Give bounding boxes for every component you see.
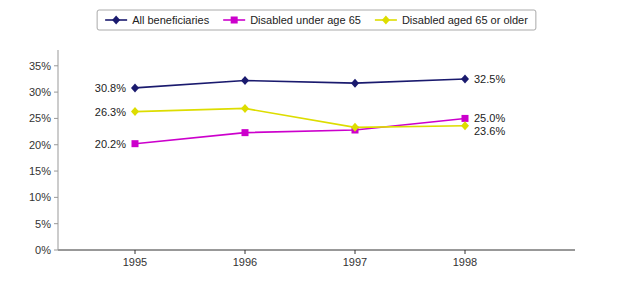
legend-frame xyxy=(97,10,536,30)
data-label: 23.6% xyxy=(474,125,505,137)
y-tick-label: 35% xyxy=(29,60,51,72)
x-tick xyxy=(245,250,246,254)
x-tick xyxy=(355,250,356,254)
legend: All beneficiaries Disabled under age 65 Di… xyxy=(97,10,536,30)
marker xyxy=(241,76,249,85)
y-tick-label: 25% xyxy=(29,112,51,124)
y-tick xyxy=(54,144,58,145)
legend-marker xyxy=(231,17,238,24)
marker xyxy=(132,140,139,147)
series xyxy=(131,74,469,92)
data-label: 26.3% xyxy=(95,106,126,118)
x-tick-label: 1998 xyxy=(453,256,477,268)
x-tick-label: 1995 xyxy=(123,256,147,268)
data-label: 30.8% xyxy=(95,82,126,94)
data-label: 20.2% xyxy=(95,138,126,150)
y-tick-label: 30% xyxy=(29,86,51,98)
marker xyxy=(461,74,469,83)
legend-item: Disabled aged 65 or older xyxy=(375,14,528,26)
legend-label: Disabled aged 65 or older xyxy=(402,14,528,26)
y-tick xyxy=(54,171,58,172)
data-labels: 30.8% 26.3% 20.2% 32.5% 25.0%23.6% xyxy=(95,73,506,150)
x-tick-label: 1997 xyxy=(343,256,367,268)
marker xyxy=(461,121,469,130)
data-label: 25.0% xyxy=(474,112,505,124)
y-tick xyxy=(54,197,58,198)
y-tick xyxy=(54,118,58,119)
legend-item: Disabled under age 65 xyxy=(223,14,361,26)
marker xyxy=(242,129,249,136)
y-tick-label: 0% xyxy=(35,244,51,256)
legend-marker xyxy=(112,16,120,25)
axes: 1995 1996 1997 1998 0% 5% 10% 15% 20% 25% 30% 35% xyxy=(29,50,575,268)
y-tick-label: 15% xyxy=(29,165,51,177)
y-tick-label: 10% xyxy=(29,191,51,203)
marker xyxy=(241,104,249,113)
x-tick xyxy=(135,250,136,254)
x-tick xyxy=(465,250,466,254)
marker xyxy=(462,115,469,122)
legend-marker xyxy=(382,16,390,25)
y-axis-line xyxy=(58,50,59,250)
line xyxy=(135,79,465,88)
x-tick-label: 1996 xyxy=(233,256,257,268)
series xyxy=(132,115,469,147)
y-tick xyxy=(54,223,58,224)
y-tick-label: 5% xyxy=(35,218,51,230)
plot-area xyxy=(131,74,469,147)
marker xyxy=(131,107,139,116)
marker xyxy=(131,83,139,92)
line xyxy=(135,118,465,143)
chart: 1995 1996 1997 1998 0% 5% 10% 15% 20% 25% 30% 35% 30… xyxy=(0,0,629,284)
y-tick xyxy=(54,92,58,93)
marker xyxy=(351,123,359,132)
y-tick xyxy=(54,250,58,251)
y-tick xyxy=(54,65,58,66)
series xyxy=(131,104,469,132)
line xyxy=(135,108,465,127)
x-axis-line xyxy=(58,250,575,251)
legend-label: All beneficiaries xyxy=(132,14,210,26)
marker xyxy=(351,79,359,88)
legend-label: Disabled under age 65 xyxy=(250,14,361,26)
y-tick-label: 20% xyxy=(29,139,51,151)
data-label: 32.5% xyxy=(474,73,505,85)
legend-item: All beneficiaries xyxy=(105,14,210,26)
